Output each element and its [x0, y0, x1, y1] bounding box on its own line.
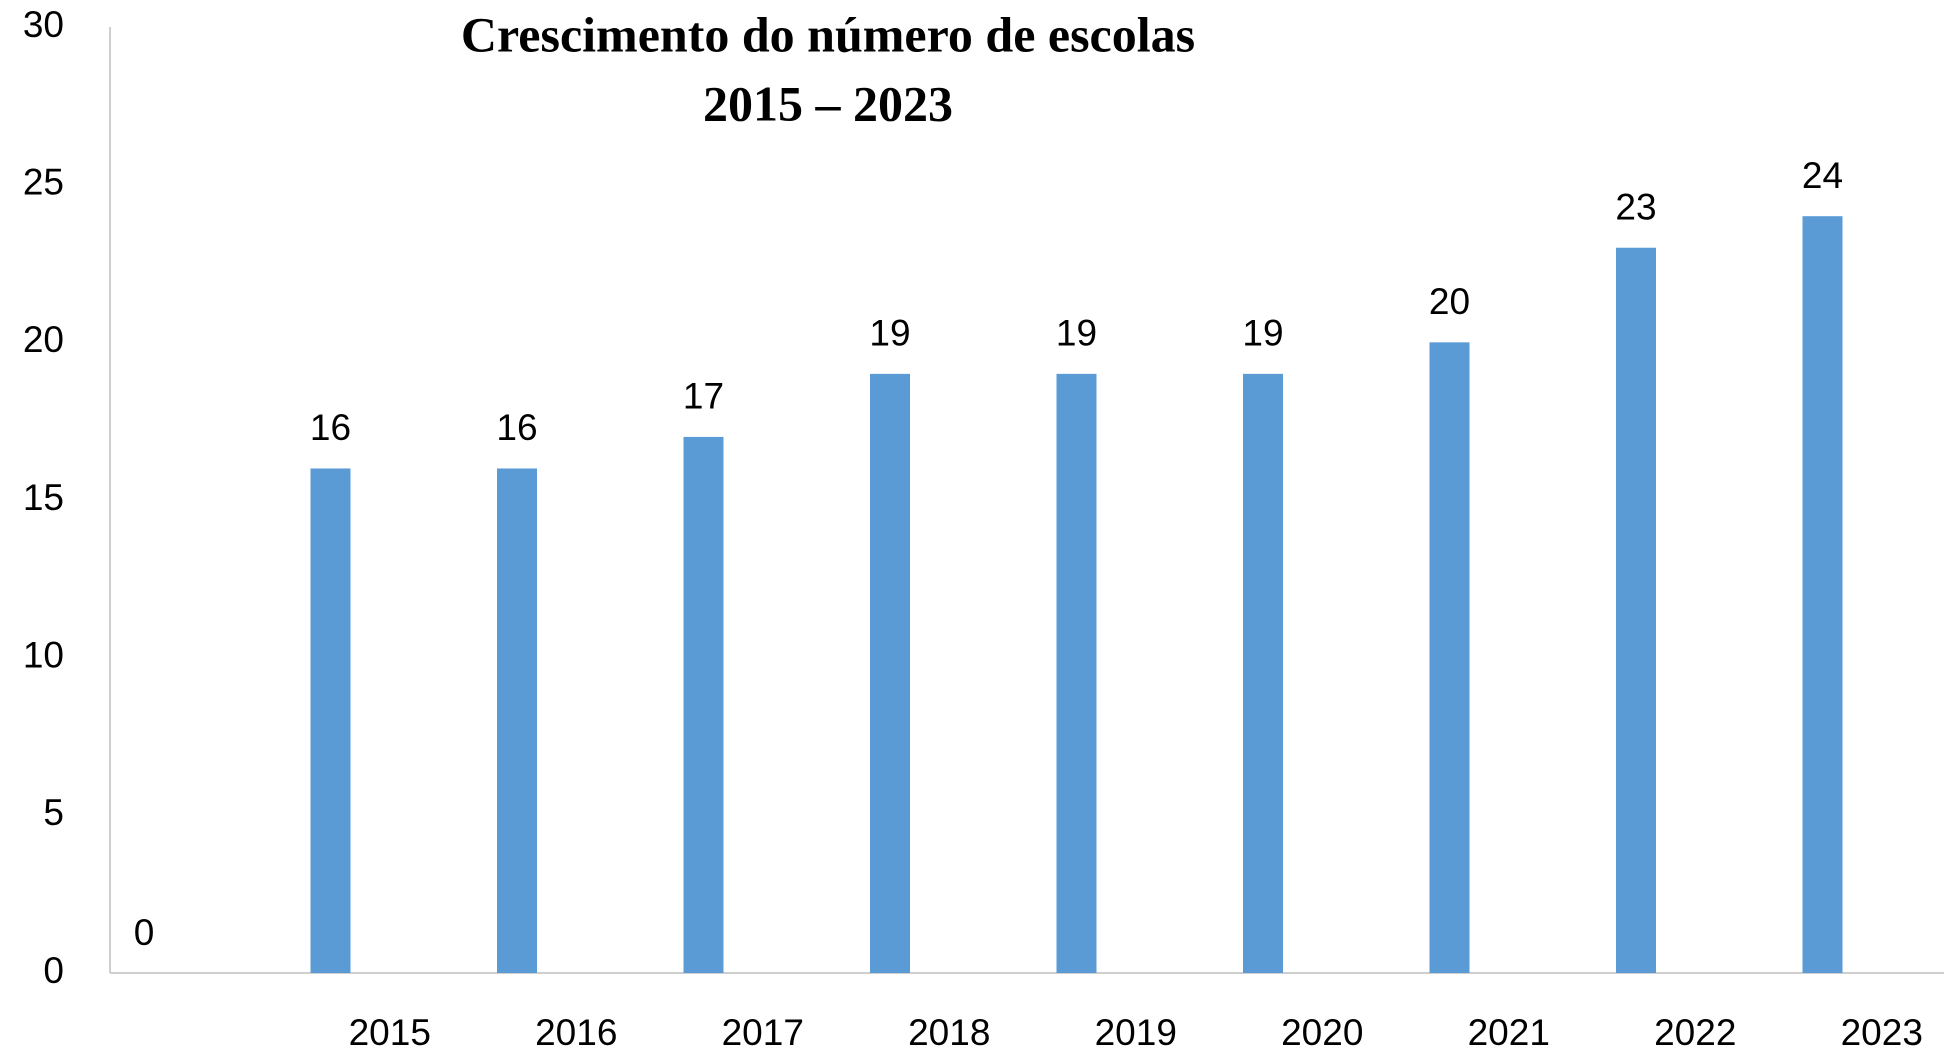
bar — [870, 373, 910, 973]
bar — [1429, 342, 1470, 973]
data-label: 17 — [683, 376, 724, 417]
chart-title: Crescimento do número de escolas — [461, 6, 1195, 62]
x-tick-label: 2022 — [1654, 1012, 1736, 1053]
bar — [1243, 373, 1283, 973]
x-tick-label: 2023 — [1841, 1012, 1923, 1053]
x-tick-label: 2015 — [349, 1012, 431, 1053]
data-label: 0 — [134, 912, 155, 953]
data-label: 16 — [496, 407, 537, 448]
x-tick-label: 2021 — [1468, 1012, 1550, 1053]
chart-subtitle: 2015 – 2023 — [703, 75, 953, 131]
bar — [683, 436, 724, 973]
y-tick-label: 10 — [23, 634, 64, 675]
data-label: 23 — [1615, 187, 1656, 228]
data-label: 20 — [1429, 281, 1470, 322]
x-tick-label: 2019 — [1095, 1012, 1177, 1053]
bar — [497, 468, 537, 973]
bar — [310, 468, 351, 973]
y-tick-label: 25 — [23, 161, 64, 202]
x-tick-label: 2018 — [908, 1012, 990, 1053]
data-label: 19 — [1242, 313, 1283, 354]
data-label: 24 — [1802, 155, 1843, 196]
x-tick-label: 2016 — [535, 1012, 617, 1053]
data-label: 19 — [1056, 313, 1097, 354]
y-tick-label: 5 — [43, 792, 64, 833]
x-tick-label: 2020 — [1281, 1012, 1363, 1053]
x-tick-label: 2017 — [722, 1012, 804, 1053]
bar — [1616, 247, 1656, 973]
y-tick-label: 20 — [23, 319, 64, 360]
y-tick-label: 30 — [23, 4, 64, 45]
bar — [1056, 373, 1097, 973]
y-tick-label: 15 — [23, 477, 64, 518]
y-tick-label: 0 — [43, 950, 64, 991]
data-label: 16 — [310, 407, 351, 448]
bar — [1802, 216, 1843, 973]
data-label: 19 — [869, 313, 910, 354]
